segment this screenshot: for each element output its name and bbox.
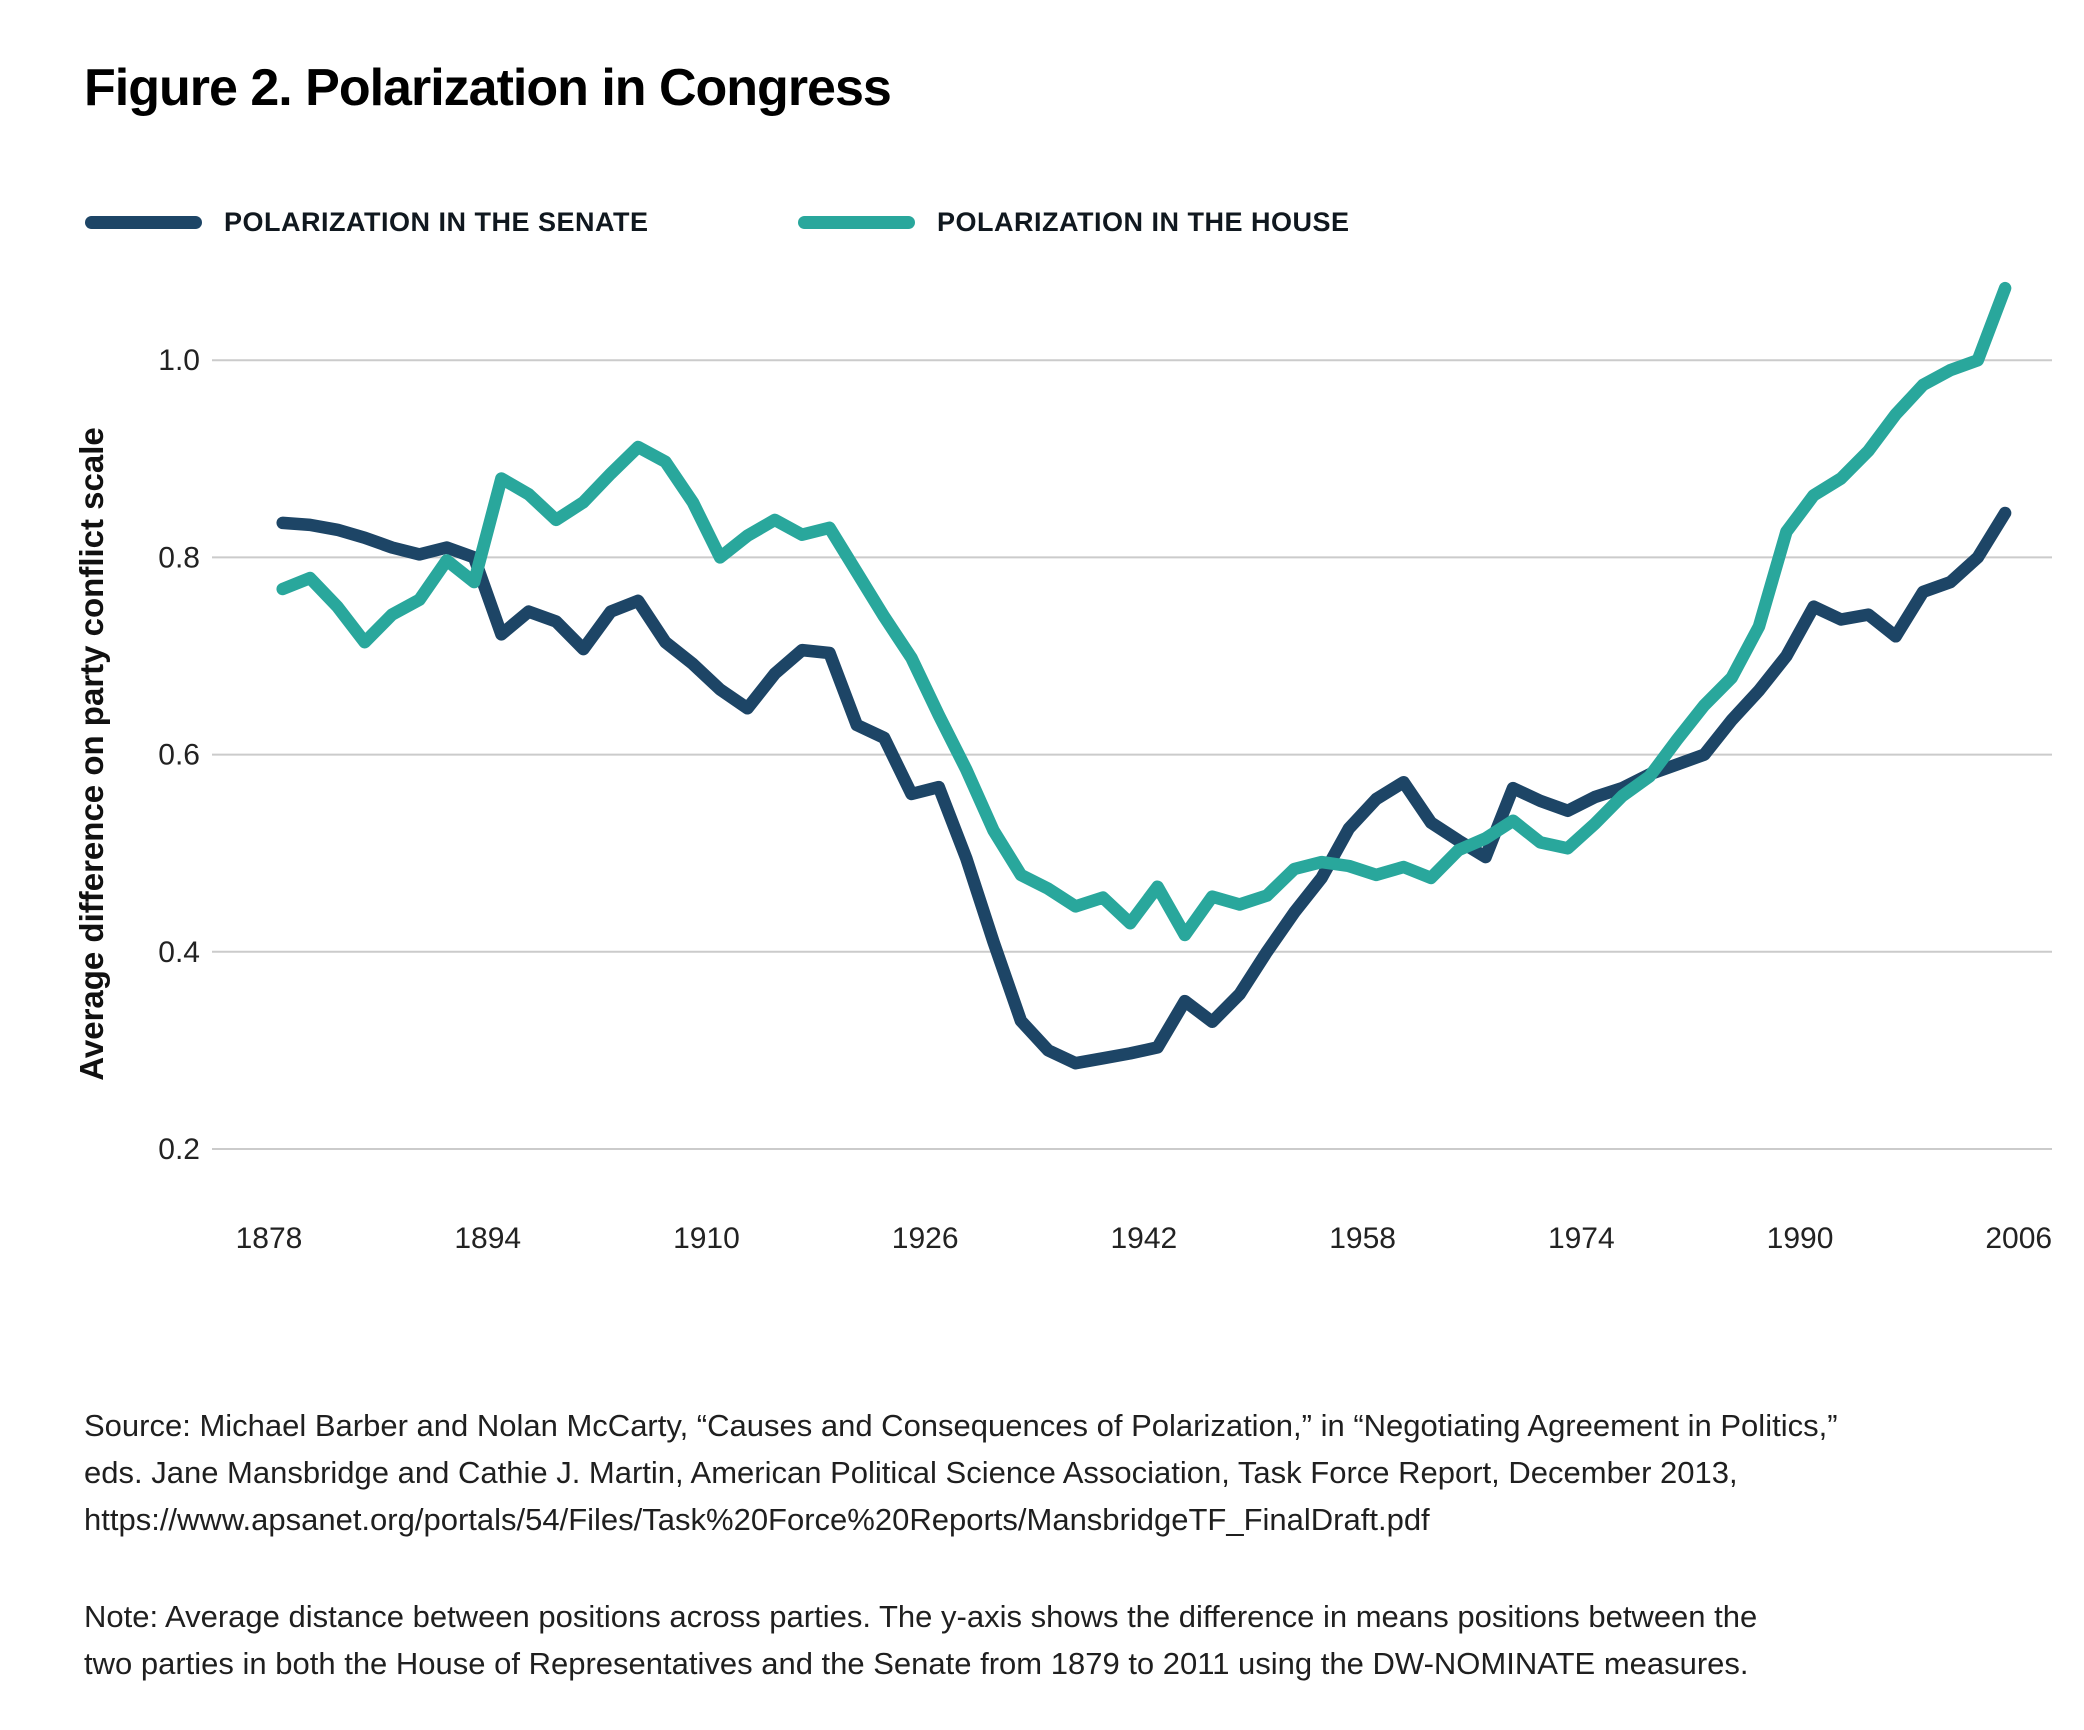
x-tick-label: 1910 [673, 1222, 740, 1255]
note-line: Note: Average distance between positions… [84, 1599, 1758, 1634]
y-axis-title: Average difference on party conflict sca… [73, 427, 110, 1081]
x-tick-label: 1974 [1548, 1222, 1615, 1255]
series-line-house [276, 281, 2012, 942]
figure-title: Figure 2. Polarization in Congress [84, 59, 892, 117]
data-series [276, 281, 2012, 1070]
legend-label-senate: POLARIZATION IN THE SENATE [224, 206, 649, 237]
line-chart: 0.2 0.4 0.6 0.8 1.0 1878 1894 1910 1926 1942 1958… [73, 281, 2053, 1255]
legend-item-senate: POLARIZATION IN THE SENATE [85, 207, 649, 237]
senate-line-swatch-icon [85, 215, 202, 229]
x-tick-label: 1926 [892, 1222, 959, 1255]
x-tick-label: 1990 [1767, 1222, 1834, 1255]
x-tick-label: 1878 [236, 1222, 303, 1255]
source-text: Source: Michael Barber and Nolan McCarty… [84, 1402, 2044, 1543]
y-axis-tick-labels: 0.2 0.4 0.6 0.8 1.0 [158, 344, 200, 1166]
chart-legend: POLARIZATION IN THE SENATE POLARIZATION … [0, 207, 2084, 247]
x-tick-label: 1958 [1329, 1222, 1396, 1255]
legend-item-house: POLARIZATION IN THE HOUSE [798, 207, 1350, 237]
x-tick-label: 2006 [1985, 1222, 2052, 1255]
x-tick-label: 1894 [454, 1222, 521, 1255]
x-axis-tick-labels: 1878 1894 1910 1926 1942 1958 1974 1990 2006 [236, 1222, 2053, 1255]
note-text: Note: Average distance between positions… [84, 1593, 2044, 1687]
y-tick-label: 0.2 [158, 1133, 200, 1166]
gridlines [212, 359, 2052, 1150]
source-line: https://www.apsanet.org/portals/54/Files… [84, 1502, 1430, 1537]
legend-label-house: POLARIZATION IN THE HOUSE [937, 206, 1350, 237]
series-line-senate [276, 506, 2012, 1070]
note-line: two parties in both the House of Represe… [84, 1646, 1749, 1681]
source-line: Source: Michael Barber and Nolan McCarty… [84, 1408, 1838, 1443]
line-chart-canvas: 0.2 0.4 0.6 0.8 1.0 1878 1894 1910 1926 1942 1958… [73, 281, 2053, 1255]
y-tick-label: 1.0 [158, 344, 200, 377]
y-tick-label: 0.4 [158, 936, 200, 969]
source-line: eds. Jane Mansbridge and Cathie J. Marti… [84, 1455, 1738, 1490]
y-tick-label: 0.8 [158, 541, 200, 574]
y-tick-label: 0.6 [158, 739, 200, 772]
x-tick-label: 1942 [1111, 1222, 1178, 1255]
house-line-swatch-icon [798, 215, 915, 229]
